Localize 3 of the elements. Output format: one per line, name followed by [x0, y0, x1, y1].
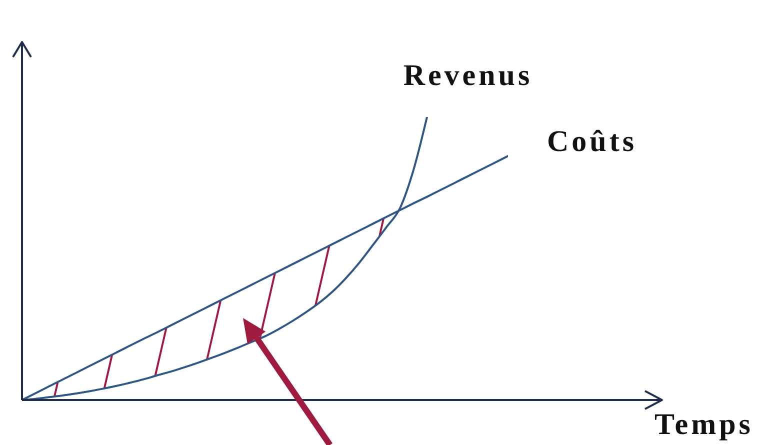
series-label: Coûts [546, 125, 638, 158]
x-axis-title: Temps [654, 408, 754, 441]
series-label: Revenus [403, 59, 533, 92]
